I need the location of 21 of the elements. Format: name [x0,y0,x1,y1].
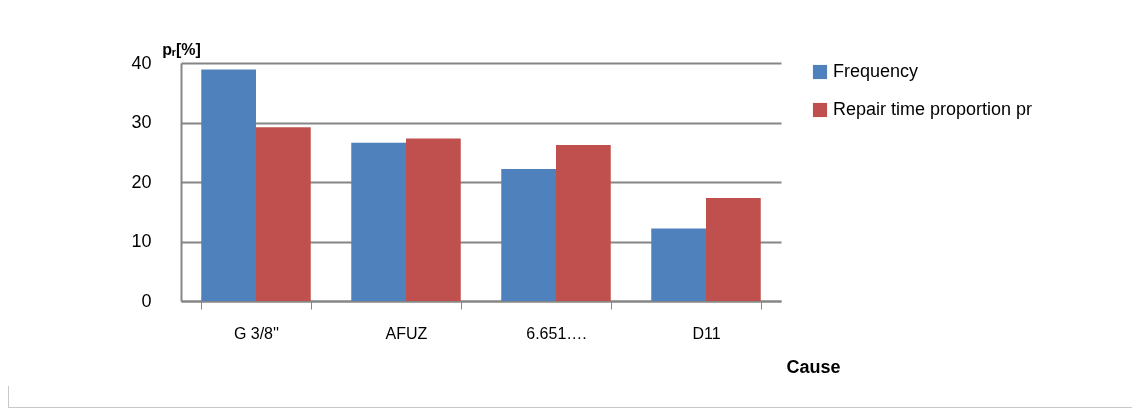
y-tick-label: 0 [141,290,152,311]
x-tick-label: G 3/8'' [233,324,280,342]
bar [201,69,256,301]
x-tick-label: 6.651…. [526,324,587,342]
y-tick-label: 40 [131,52,152,73]
bar [351,142,406,301]
bar [706,198,761,301]
bar [256,127,311,301]
y-tick-label: 10 [131,231,152,251]
legend-label: Repair time proportion pr [833,99,1033,119]
x-tick-label: AFUZ [385,324,428,342]
y-tick-label: 20 [131,171,152,192]
legend-label: Frequency [833,61,919,81]
bar [651,228,706,301]
x-axis-title: Cause [786,356,841,377]
x-tick-label: D11 [692,324,721,342]
bar [501,168,556,301]
y-axis-title: pᵣ[%] [162,40,201,58]
y-tick-label: 30 [131,112,152,132]
bar [406,138,461,301]
bar [556,145,611,301]
